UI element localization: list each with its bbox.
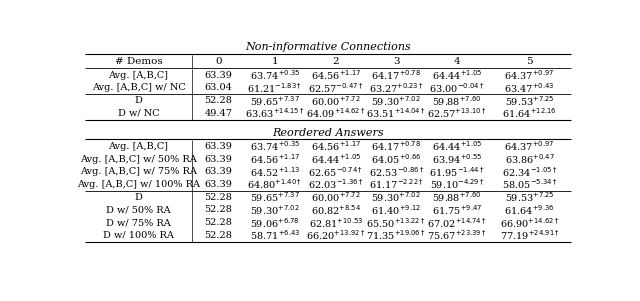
Text: 65.50$^{+13.22\dagger}$: 65.50$^{+13.22\dagger}$ — [367, 216, 426, 230]
Text: 59.30$^{+7.02}$: 59.30$^{+7.02}$ — [371, 94, 421, 107]
Text: 59.30$^{+7.02}$: 59.30$^{+7.02}$ — [250, 203, 300, 217]
Text: 52.28: 52.28 — [204, 96, 232, 105]
Text: D w/ 50% RA: D w/ 50% RA — [106, 206, 171, 214]
Text: 63.94$^{+0.55}$: 63.94$^{+0.55}$ — [432, 152, 482, 166]
Text: 1: 1 — [271, 57, 278, 66]
Text: Avg. [A,B,C]: Avg. [A,B,C] — [109, 71, 168, 80]
Text: Avg. [A,B,C] w/ NC: Avg. [A,B,C] w/ NC — [92, 83, 186, 92]
Text: Avg. [A,B,C]: Avg. [A,B,C] — [109, 142, 168, 151]
Text: 67.02$^{+14.74\dagger}$: 67.02$^{+14.74\dagger}$ — [428, 216, 486, 230]
Text: 63.39: 63.39 — [204, 167, 232, 176]
Text: 63.00$^{-0.04\dagger}$: 63.00$^{-0.04\dagger}$ — [429, 81, 484, 95]
Text: 5: 5 — [526, 57, 533, 66]
Text: 63.39: 63.39 — [204, 142, 232, 151]
Text: 61.95$^{-1.44\dagger}$: 61.95$^{-1.44\dagger}$ — [429, 165, 484, 179]
Text: 60.00$^{+7.72}$: 60.00$^{+7.72}$ — [311, 94, 360, 107]
Text: D w/ 100% RA: D w/ 100% RA — [103, 231, 174, 240]
Text: D w/ 75% RA: D w/ 75% RA — [106, 218, 171, 227]
Text: 59.65$^{+7.37}$: 59.65$^{+7.37}$ — [250, 190, 300, 204]
Text: 63.51$^{+14.04\dagger}$: 63.51$^{+14.04\dagger}$ — [366, 107, 426, 120]
Text: 62.57$^{+13.10\dagger}$: 62.57$^{+13.10\dagger}$ — [427, 107, 487, 120]
Text: 63.47$^{+0.43}$: 63.47$^{+0.43}$ — [504, 81, 555, 95]
Text: 3: 3 — [393, 57, 399, 66]
Text: 64.37$^{+0.97}$: 64.37$^{+0.97}$ — [504, 140, 555, 153]
Text: 63.04: 63.04 — [204, 83, 232, 92]
Text: 63.39: 63.39 — [204, 155, 232, 164]
Text: 64.37$^{+0.97}$: 64.37$^{+0.97}$ — [504, 68, 555, 82]
Text: 63.74$^{+0.35}$: 63.74$^{+0.35}$ — [250, 140, 300, 153]
Text: 52.28: 52.28 — [204, 193, 232, 202]
Text: Avg. [A,B,C] w/ 50% RA: Avg. [A,B,C] w/ 50% RA — [80, 155, 197, 164]
Text: Reordered Answers: Reordered Answers — [272, 128, 384, 138]
Text: 63.39: 63.39 — [204, 180, 232, 189]
Text: 61.17$^{-2.22\dagger}$: 61.17$^{-2.22\dagger}$ — [369, 178, 424, 191]
Text: 63.86$^{+0.47}$: 63.86$^{+0.47}$ — [504, 152, 554, 166]
Text: 58.05$^{-5.34\dagger}$: 58.05$^{-5.34\dagger}$ — [502, 178, 557, 191]
Text: 62.53$^{-0.86\dagger}$: 62.53$^{-0.86\dagger}$ — [369, 165, 424, 179]
Text: Non-informative Connections: Non-informative Connections — [245, 42, 411, 52]
Text: 64.09$^{+14.62\dagger}$: 64.09$^{+14.62\dagger}$ — [306, 107, 365, 120]
Text: 64.05$^{+0.66}$: 64.05$^{+0.66}$ — [371, 152, 422, 166]
Text: 59.30$^{+7.02}$: 59.30$^{+7.02}$ — [371, 190, 421, 204]
Text: 64.56$^{+1.17}$: 64.56$^{+1.17}$ — [250, 152, 300, 166]
Text: 59.65$^{+7.37}$: 59.65$^{+7.37}$ — [250, 94, 300, 107]
Text: 60.82$^{+8.54}$: 60.82$^{+8.54}$ — [310, 203, 361, 217]
Text: 4: 4 — [454, 57, 460, 66]
Text: 62.34$^{-1.05\dagger}$: 62.34$^{-1.05\dagger}$ — [502, 165, 557, 179]
Text: 59.53$^{+7.25}$: 59.53$^{+7.25}$ — [505, 94, 554, 107]
Text: 64.17$^{+0.78}$: 64.17$^{+0.78}$ — [371, 68, 421, 82]
Text: 58.71$^{+6.43}$: 58.71$^{+6.43}$ — [250, 228, 300, 242]
Text: 52.28: 52.28 — [204, 206, 232, 214]
Text: D: D — [134, 193, 143, 202]
Text: 71.35$^{+19.06\dagger}$: 71.35$^{+19.06\dagger}$ — [366, 228, 426, 242]
Text: 64.56$^{+1.17}$: 64.56$^{+1.17}$ — [310, 140, 361, 153]
Text: 77.19$^{+24.91\dagger}$: 77.19$^{+24.91\dagger}$ — [500, 228, 559, 242]
Text: 59.88$^{+7.60}$: 59.88$^{+7.60}$ — [432, 190, 482, 204]
Text: 61.75$^{+9.47}$: 61.75$^{+9.47}$ — [432, 203, 482, 217]
Text: 66.20$^{+13.92\dagger}$: 66.20$^{+13.92\dagger}$ — [306, 228, 365, 242]
Text: 66.90$^{+14.62\dagger}$: 66.90$^{+14.62\dagger}$ — [500, 216, 559, 230]
Text: 64.44$^{+1.05}$: 64.44$^{+1.05}$ — [432, 140, 482, 153]
Text: 63.63$^{+14.15\dagger}$: 63.63$^{+14.15\dagger}$ — [245, 107, 305, 120]
Text: Avg. [A,B,C] w/ 75% RA: Avg. [A,B,C] w/ 75% RA — [80, 167, 197, 176]
Text: 61.64$^{+12.16}$: 61.64$^{+12.16}$ — [502, 107, 557, 120]
Text: 59.10$^{-4.29\dagger}$: 59.10$^{-4.29\dagger}$ — [429, 178, 484, 191]
Text: 52.28: 52.28 — [204, 231, 232, 240]
Text: 61.40$^{+9.12}$: 61.40$^{+9.12}$ — [371, 203, 421, 217]
Text: 59.06$^{+6.78}$: 59.06$^{+6.78}$ — [250, 216, 300, 230]
Text: 62.03$^{-1.36\dagger}$: 62.03$^{-1.36\dagger}$ — [308, 178, 364, 191]
Text: D w/ NC: D w/ NC — [118, 109, 159, 118]
Text: 62.65$^{-0.74\dagger}$: 62.65$^{-0.74\dagger}$ — [308, 165, 364, 179]
Text: 2: 2 — [332, 57, 339, 66]
Text: 75.67$^{+23.39\dagger}$: 75.67$^{+23.39\dagger}$ — [427, 228, 487, 242]
Text: 64.44$^{+1.05}$: 64.44$^{+1.05}$ — [310, 152, 361, 166]
Text: 63.39: 63.39 — [204, 71, 232, 80]
Text: 0: 0 — [215, 57, 221, 66]
Text: 61.64$^{+9.36}$: 61.64$^{+9.36}$ — [504, 203, 555, 217]
Text: 62.57$^{-0.47\dagger}$: 62.57$^{-0.47\dagger}$ — [308, 81, 364, 95]
Text: # Demos: # Demos — [115, 57, 163, 66]
Text: 62.81$^{+10.53}$: 62.81$^{+10.53}$ — [308, 216, 363, 230]
Text: 64.52$^{+1.13}$: 64.52$^{+1.13}$ — [250, 165, 300, 179]
Text: 59.88$^{+7.60}$: 59.88$^{+7.60}$ — [432, 94, 482, 107]
Text: 64.56$^{+1.17}$: 64.56$^{+1.17}$ — [310, 68, 361, 82]
Text: 64.80$^{+1.40\dagger}$: 64.80$^{+1.40\dagger}$ — [247, 178, 303, 191]
Text: Avg. [A,B,C] w/ 100% RA: Avg. [A,B,C] w/ 100% RA — [77, 180, 200, 189]
Text: 52.28: 52.28 — [204, 218, 232, 227]
Text: 49.47: 49.47 — [204, 109, 232, 118]
Text: 63.74$^{+0.35}$: 63.74$^{+0.35}$ — [250, 68, 300, 82]
Text: 59.53$^{+7.25}$: 59.53$^{+7.25}$ — [505, 190, 554, 204]
Text: 60.00$^{+7.72}$: 60.00$^{+7.72}$ — [311, 190, 360, 204]
Text: 64.17$^{+0.78}$: 64.17$^{+0.78}$ — [371, 140, 421, 153]
Text: 61.21$^{-1.83\dagger}$: 61.21$^{-1.83\dagger}$ — [248, 81, 303, 95]
Text: 63.27$^{+0.23\dagger}$: 63.27$^{+0.23\dagger}$ — [369, 81, 424, 95]
Text: D: D — [134, 96, 143, 105]
Text: 64.44$^{+1.05}$: 64.44$^{+1.05}$ — [432, 68, 482, 82]
